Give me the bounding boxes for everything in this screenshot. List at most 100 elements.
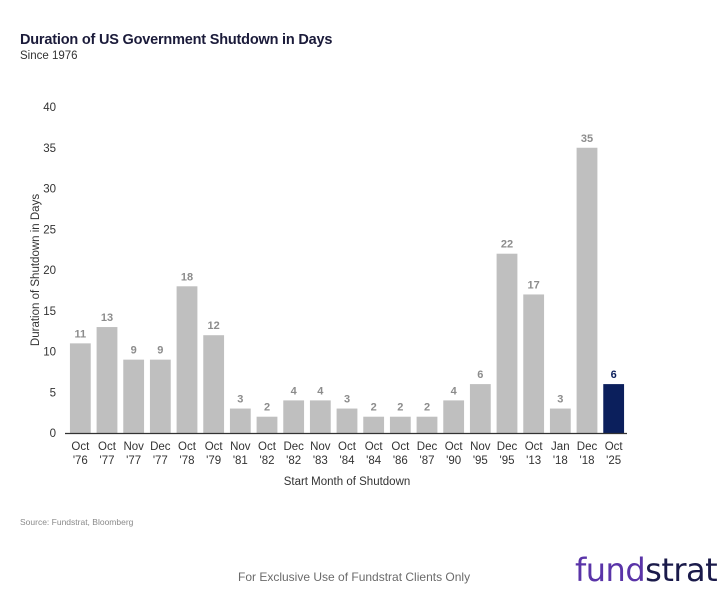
- x-tick-label-month: Dec: [150, 441, 171, 453]
- source-note: Source: Fundstrat, Bloomberg: [20, 517, 134, 527]
- x-tick-label-month: Oct: [365, 441, 384, 453]
- data-label: 4: [451, 385, 458, 397]
- data-label: 9: [131, 345, 137, 357]
- bar: [256, 416, 278, 433]
- data-label: 6: [611, 369, 617, 381]
- x-tick-label-month: Oct: [605, 441, 624, 453]
- chart-title: Duration of US Government Shutdown in Da…: [20, 32, 333, 48]
- x-tick-label-month: Dec: [577, 441, 598, 453]
- x-tick-label-month: Oct: [98, 441, 117, 453]
- x-tick-label-year: '84: [340, 455, 356, 467]
- bar: [496, 253, 518, 433]
- x-tick-label-month: Nov: [230, 441, 251, 453]
- footer-disclaimer: For Exclusive Use of Fundstrat Clients O…: [238, 570, 471, 584]
- x-tick-label-year: '83: [313, 455, 328, 467]
- y-axis-label: Duration of Shutdown in Days: [30, 194, 42, 346]
- bar: [69, 343, 91, 433]
- data-label: 35: [581, 133, 593, 145]
- x-tick-label-month: Oct: [525, 441, 544, 453]
- data-label: 13: [101, 312, 113, 324]
- bar: [309, 400, 331, 433]
- data-label: 2: [264, 402, 270, 414]
- x-tick-label-month: Oct: [445, 441, 464, 453]
- x-tick-label-month: Nov: [470, 441, 491, 453]
- logo-part-fund: fund: [575, 551, 646, 589]
- x-tick-label-year: '81: [233, 455, 248, 467]
- bar: [363, 416, 385, 433]
- bar: [416, 416, 438, 433]
- bar: [576, 147, 598, 433]
- data-label: 18: [181, 271, 193, 283]
- y-tick-label: 20: [43, 265, 56, 277]
- bar: [176, 286, 198, 433]
- data-label: 11: [75, 328, 87, 340]
- bar: [603, 384, 625, 433]
- x-tick-label-month: Oct: [71, 441, 90, 453]
- x-tick-label-month: Dec: [417, 441, 438, 453]
- data-label: 2: [397, 402, 403, 414]
- x-tick-label-year: '77: [153, 455, 168, 467]
- y-tick-label: 15: [43, 306, 56, 318]
- x-tick-label-year: '18: [580, 455, 595, 467]
- data-label: 22: [501, 239, 513, 251]
- x-tick-label-year: '18: [553, 455, 568, 467]
- x-tick-label-month: Nov: [123, 441, 144, 453]
- bar: [469, 384, 491, 433]
- x-tick-label-month: Dec: [283, 441, 304, 453]
- fundstrat-logo: fundstrat: [575, 551, 718, 589]
- x-tick-label-year: '78: [180, 455, 195, 467]
- bar: [229, 408, 251, 433]
- y-tick-label: 5: [50, 387, 56, 399]
- x-tick-label-year: '82: [286, 455, 301, 467]
- data-label: 2: [424, 402, 430, 414]
- data-label: 3: [344, 394, 350, 406]
- data-label: 17: [528, 279, 540, 291]
- data-label: 6: [477, 369, 483, 381]
- logo-part-strat: strat: [645, 551, 718, 589]
- x-tick-label-year: '76: [73, 455, 88, 467]
- bar: [336, 408, 358, 433]
- bar: [203, 335, 225, 433]
- x-tick-label-month: Oct: [205, 441, 224, 453]
- data-label: 4: [291, 385, 298, 397]
- x-tick-label-month: Dec: [497, 441, 518, 453]
- x-tick-label-year: '87: [420, 455, 435, 467]
- x-tick-label-year: '95: [473, 455, 488, 467]
- x-tick-label-year: '13: [526, 455, 541, 467]
- x-tick-label-month: Oct: [338, 441, 357, 453]
- x-tick-label-year: '84: [366, 455, 382, 467]
- y-tick-label: 10: [43, 347, 56, 359]
- x-axis-label: Start Month of Shutdown: [284, 476, 411, 488]
- bar: [549, 408, 571, 433]
- x-tick-label-month: Jan: [551, 441, 570, 453]
- x-tick-label-year: '90: [446, 455, 461, 467]
- bar: [283, 400, 305, 433]
- x-tick-label-year: '79: [206, 455, 221, 467]
- bar-chart: 0 5 10 15 20 25 30 35 40 Duration of Shutdown in …: [30, 102, 627, 488]
- bar: [96, 327, 118, 433]
- x-tick-label-year: '77: [126, 455, 141, 467]
- bar: [389, 416, 411, 433]
- y-tick-label: 40: [43, 102, 56, 114]
- x-tick-label-month: Oct: [391, 441, 410, 453]
- data-label: 3: [557, 394, 563, 406]
- y-tick-label: 25: [43, 224, 56, 236]
- data-label: 12: [208, 320, 220, 332]
- y-tick-label: 0: [50, 428, 56, 440]
- data-label: 4: [317, 385, 324, 397]
- y-tick-label: 30: [43, 184, 56, 196]
- x-tick-label-year: '25: [606, 455, 621, 467]
- data-label: 2: [371, 402, 377, 414]
- x-tick-label-year: '86: [393, 455, 408, 467]
- bar: [523, 294, 545, 433]
- bar: [149, 359, 171, 433]
- chart-subtitle: Since 1976: [20, 50, 78, 62]
- x-tick-label-year: '77: [100, 455, 115, 467]
- x-tick-label-year: '82: [260, 455, 275, 467]
- x-tick-label-month: Nov: [310, 441, 331, 453]
- x-tick-label-month: Oct: [258, 441, 277, 453]
- x-tick-label-year: '95: [500, 455, 515, 467]
- bar: [123, 359, 145, 433]
- data-label: 9: [157, 345, 163, 357]
- y-tick-label: 35: [43, 143, 56, 155]
